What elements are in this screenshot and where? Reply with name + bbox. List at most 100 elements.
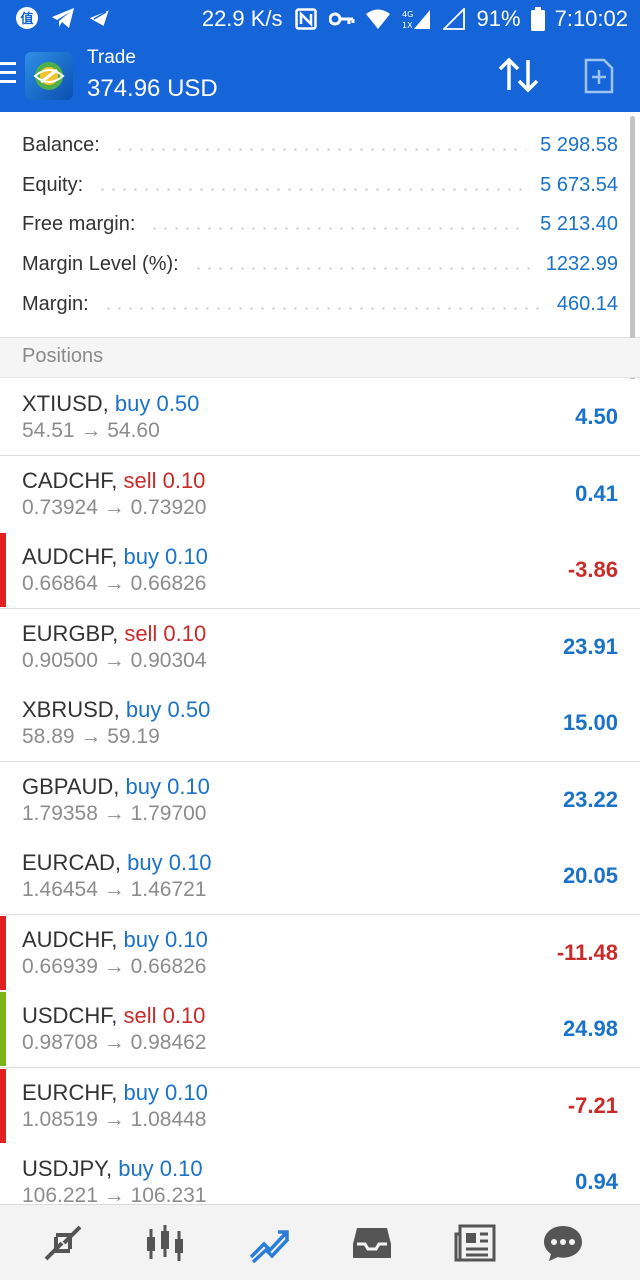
network-type-bottom: 1X — [402, 21, 413, 30]
trade-icon — [249, 1230, 290, 1263]
position-symbol: GBPAUD, — [22, 774, 120, 799]
position-profit: 24.98 — [562, 1016, 618, 1041]
position-prices: 0.73924 → 0.73920 — [22, 496, 207, 519]
position-marker — [0, 992, 6, 1066]
position-symbol: CADCHF, — [22, 468, 118, 493]
position-profit: 23.91 — [562, 634, 618, 659]
position-symbol: AUDCHF, — [22, 927, 118, 952]
position-row[interactable]: AUDCHF, buy 0.10 0.66864 → 0.66826 -3.86 — [0, 532, 640, 609]
nav-quotes[interactable] — [41, 1221, 85, 1265]
sort-icon — [498, 57, 539, 93]
position-row[interactable]: USDCHF, sell 0.10 0.98708 → 0.98462 24.98 — [0, 991, 640, 1068]
summary-label: Balance: — [22, 133, 100, 156]
metatrader-logo[interactable] — [25, 52, 73, 100]
network-speed: 22.9 K/s — [201, 6, 283, 31]
positions-list: XTIUSD, buy 0.50 54.51 → 54.60 4.50 CADCHF,… — [0, 379, 640, 1204]
position-side: buy 0.50 — [114, 391, 200, 416]
telegram-icon — [50, 5, 76, 31]
signal-empty-icon — [441, 6, 467, 32]
summary-label: Free margin: — [22, 212, 136, 235]
position-prices: 1.08519 → 1.08448 — [22, 1108, 207, 1131]
summary-value: 5 673.54 — [540, 173, 618, 196]
page-title: Trade — [87, 47, 136, 68]
status-bar: 值 22.9 K/s 4G 1X 91% 7:10:02 — [0, 0, 640, 38]
position-row[interactable]: EURCHF, buy 0.10 1.08519 → 1.08448 -7.21 — [0, 1068, 640, 1145]
position-side: sell 0.10 — [123, 1003, 206, 1028]
news-icon — [454, 1224, 496, 1262]
position-profit: 0.94 — [575, 1169, 618, 1194]
new-order-button[interactable] — [580, 56, 618, 96]
nav-history[interactable] — [350, 1221, 394, 1265]
account-summary: Balance: 5 298.58 Equity: 5 673.54 Free … — [0, 112, 640, 338]
position-row[interactable]: GBPAUD, buy 0.10 1.79358 → 1.79700 23.22 — [0, 762, 640, 839]
summary-label: Margin Level (%): — [22, 252, 179, 275]
position-side: sell 0.10 — [123, 468, 206, 493]
position-prices: 1.79358 → 1.79700 — [22, 802, 207, 825]
position-side: sell 0.10 — [124, 621, 207, 646]
account-profit: 374.96 USD — [87, 75, 218, 102]
position-side: buy 0.10 — [123, 927, 208, 952]
positions-header-label: Positions — [22, 345, 104, 367]
position-row[interactable]: XBRUSD, buy 0.50 58.89 → 59.19 15.00 — [0, 685, 640, 762]
wifi-icon — [365, 6, 391, 32]
position-side: buy 0.10 — [118, 1156, 203, 1181]
position-prices: 0.98708 → 0.98462 — [22, 1031, 207, 1054]
position-profit: -7.21 — [567, 1093, 618, 1118]
bottom-navigation — [0, 1204, 640, 1280]
sort-button[interactable] — [494, 54, 544, 96]
summary-value: 460.14 — [556, 292, 618, 315]
nav-news[interactable] — [453, 1221, 497, 1265]
position-side: buy 0.10 — [125, 774, 210, 799]
position-profit: 4.50 — [575, 404, 618, 429]
position-symbol: EURCHF, — [22, 1080, 118, 1105]
chat-icon — [544, 1226, 582, 1261]
nav-chat[interactable] — [541, 1221, 585, 1265]
position-prices: 54.51 → 54.60 — [22, 419, 160, 442]
position-prices: 0.90500 → 0.90304 — [22, 649, 207, 672]
nav-chart[interactable] — [143, 1221, 187, 1265]
position-row[interactable]: EURGBP, sell 0.10 0.90500 → 0.90304 23.91 — [0, 609, 640, 686]
position-profit: -11.48 — [556, 940, 618, 965]
app-bar: Trade 374.96 USD — [0, 38, 640, 112]
position-row[interactable]: EURCAD, buy 0.10 1.46454 → 1.46721 20.05 — [0, 838, 640, 915]
position-prices: 1.46454 → 1.46721 — [22, 878, 207, 901]
summary-row-equity: Equity: 5 673.54 — [22, 165, 618, 205]
positions-section-header: Positions — [0, 338, 640, 378]
nav-trade[interactable] — [247, 1221, 291, 1265]
summary-value: 5 213.40 — [540, 212, 618, 235]
position-profit: 0.41 — [575, 481, 618, 506]
summary-value: 5 298.58 — [540, 133, 618, 156]
position-row[interactable]: USDJPY, buy 0.10 106.221 → 106.231 0.94 — [0, 1144, 640, 1204]
position-symbol: XBRUSD, — [22, 697, 120, 722]
position-row[interactable]: XTIUSD, buy 0.50 54.51 → 54.60 4.50 — [0, 379, 640, 456]
position-row[interactable]: CADCHF, sell 0.10 0.73924 → 0.73920 0.41 — [0, 456, 640, 533]
summary-label: Margin: — [22, 292, 89, 315]
position-side: buy 0.10 — [127, 850, 212, 875]
scrollbar[interactable] — [630, 116, 635, 418]
quotes-icon — [44, 1225, 82, 1261]
chart-icon — [147, 1225, 183, 1261]
position-prices: 106.221 → 106.231 — [22, 1184, 207, 1204]
position-profit: 23.22 — [562, 787, 618, 812]
position-marker — [0, 916, 6, 990]
history-icon — [353, 1228, 391, 1258]
position-symbol: EURCAD, — [22, 850, 122, 875]
app-notification-icon: 值 — [14, 5, 40, 31]
position-marker — [0, 533, 6, 607]
position-side: buy 0.50 — [125, 697, 211, 722]
network-type-top: 4G — [402, 10, 413, 19]
position-prices: 58.89 → 59.19 — [22, 725, 160, 748]
position-prices: 0.66939 → 0.66826 — [22, 955, 207, 978]
position-symbol: USDJPY, — [22, 1156, 113, 1181]
position-side: buy 0.10 — [123, 544, 208, 569]
summary-row-margin: Margin: 460.14 — [22, 284, 618, 324]
position-symbol: AUDCHF, — [22, 544, 118, 569]
key-icon — [328, 6, 355, 32]
send-icon — [86, 5, 112, 31]
signal-icon: 4G 1X — [401, 6, 431, 32]
position-row[interactable]: AUDCHF, buy 0.10 0.66939 → 0.66826 -11.48 — [0, 915, 640, 992]
menu-icon[interactable] — [0, 62, 18, 86]
summary-label: Equity: — [22, 173, 84, 196]
position-profit: -3.86 — [567, 557, 618, 582]
position-symbol: EURGBP, — [22, 621, 119, 646]
